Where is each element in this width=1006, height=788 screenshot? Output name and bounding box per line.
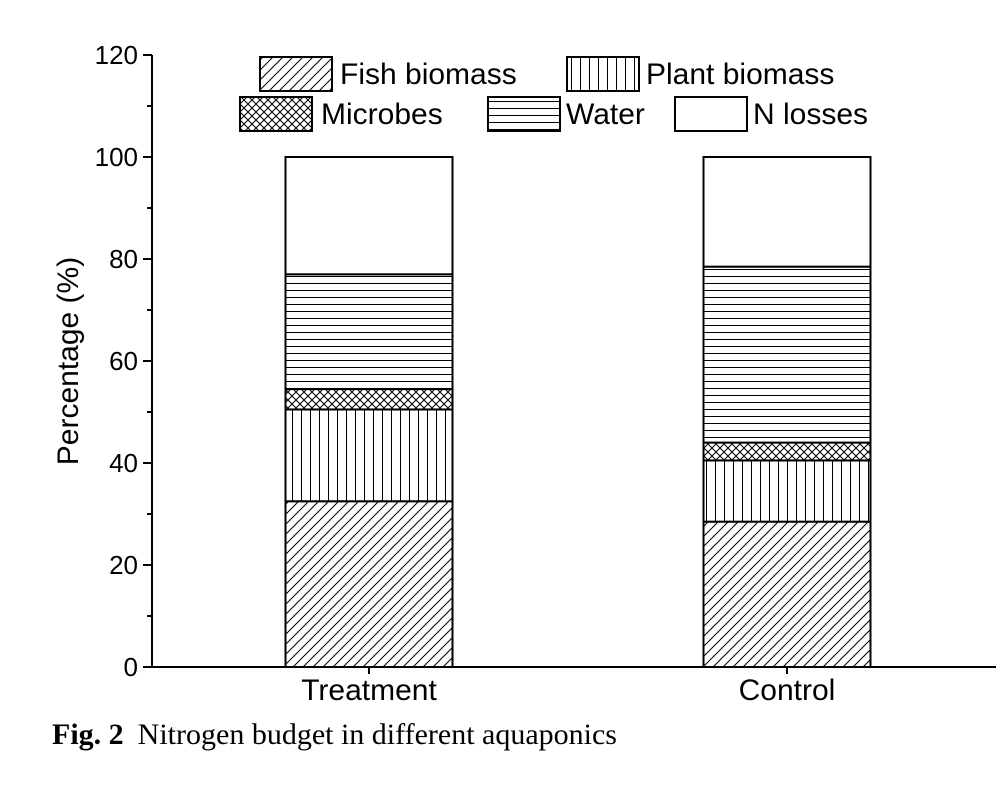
- caption-text: Nitrogen budget in different aquaponics: [137, 718, 617, 751]
- bars: [284, 156, 872, 669]
- legend-swatch-n-losses: [674, 96, 748, 132]
- legend-label-n-losses: N losses: [753, 98, 868, 131]
- x-tick-label-control: Control: [739, 674, 836, 707]
- legend: Fish biomass Plant biomass Microbes Water N …: [239, 56, 868, 132]
- bar-segment-control-fish-biomass: [702, 520, 872, 669]
- x-tick-label-treatment: Treatment: [301, 674, 437, 707]
- bar-segment-control-plant-biomass: [702, 459, 872, 523]
- legend-label-water: Water: [566, 98, 645, 131]
- y-tick-label-0: 0: [124, 652, 138, 682]
- y-tick-label-100: 100: [95, 142, 138, 172]
- bar-segment-control-microbes: [702, 441, 872, 462]
- legend-label-microbes: Microbes: [321, 98, 443, 131]
- bar-segment-treatment-water: [284, 273, 454, 391]
- y-tick-label-120: 120: [95, 40, 138, 70]
- bar-segment-treatment-plant-biomass: [284, 408, 454, 503]
- legend-label-fish-biomass: Fish biomass: [340, 58, 517, 91]
- y-tick-label-40: 40: [109, 448, 138, 478]
- stacked-bar-chart: Fish biomass Plant biomass Microbes Water N …: [52, 40, 996, 707]
- bar-segment-control-water: [702, 265, 872, 444]
- caption-label: Fig. 2: [52, 718, 124, 751]
- bar-segment-treatment-n-losses: [284, 156, 454, 276]
- legend-swatch-water: [487, 96, 561, 132]
- figure-caption: Fig. 2 Nitrogen budget in different aquap…: [52, 718, 617, 752]
- y-tick-label-60: 60: [109, 346, 138, 376]
- y-tick-label-80: 80: [109, 244, 138, 274]
- bar-segment-treatment-microbes: [284, 388, 454, 411]
- bar-segment-control-n-losses: [702, 156, 872, 268]
- legend-label-plant-biomass: Plant biomass: [646, 58, 834, 91]
- y-axis-label: Percentage (%): [52, 257, 85, 465]
- bar-segment-treatment-fish-biomass: [284, 500, 454, 668]
- legend-swatch-fish-biomass: [259, 56, 333, 92]
- legend-swatch-plant-biomass: [566, 56, 640, 92]
- axes: 0 20 40 60 80 100 120 Treatment Control: [95, 40, 996, 707]
- legend-swatch-microbes: [239, 96, 313, 132]
- y-tick-label-20: 20: [109, 550, 138, 580]
